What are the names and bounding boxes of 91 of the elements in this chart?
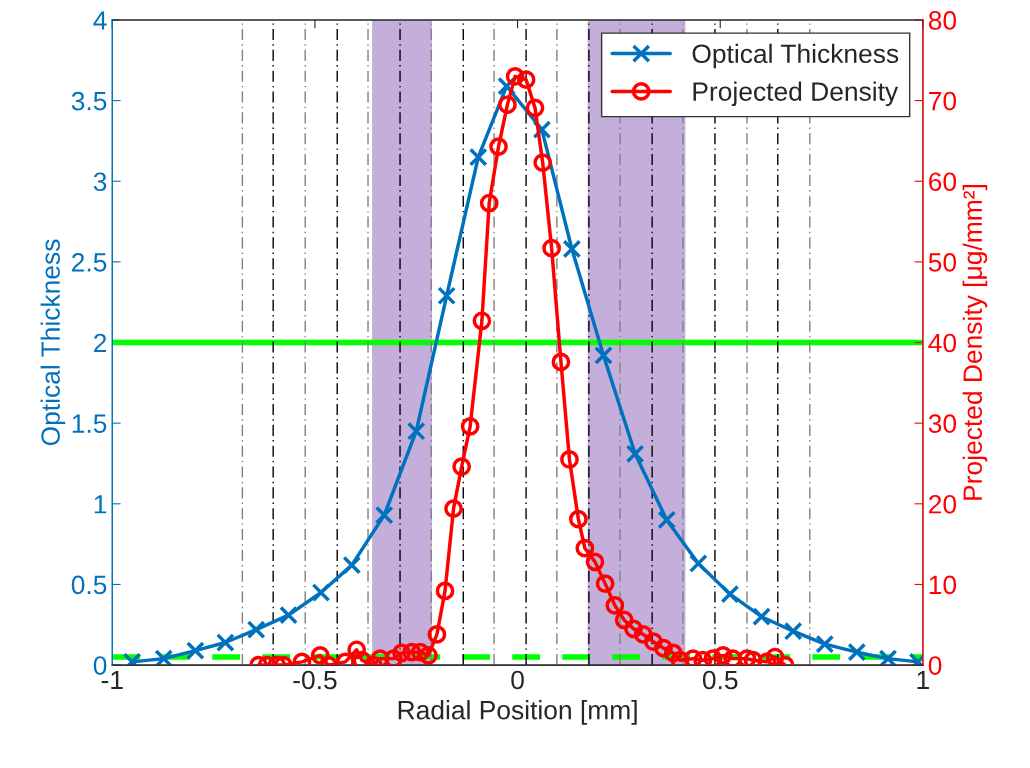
x-tick-label: 0.5 bbox=[702, 670, 738, 690]
point bbox=[595, 574, 615, 594]
point bbox=[419, 646, 438, 665]
point bbox=[406, 421, 426, 441]
point bbox=[516, 70, 536, 90]
point bbox=[551, 352, 571, 372]
point bbox=[427, 625, 447, 644]
point bbox=[452, 457, 472, 477]
point bbox=[720, 584, 740, 604]
y2-tick-label: 10 bbox=[929, 575, 957, 595]
y2-tick-label: 30 bbox=[928, 414, 957, 433]
point bbox=[847, 642, 867, 662]
legend-label: Projected Density bbox=[693, 81, 899, 107]
point bbox=[185, 641, 205, 660]
point bbox=[663, 643, 683, 663]
x-tick-label: -0.5 bbox=[293, 670, 337, 690]
point bbox=[605, 596, 625, 615]
point bbox=[614, 610, 634, 630]
point bbox=[311, 583, 331, 602]
point bbox=[654, 638, 673, 658]
point bbox=[683, 649, 703, 666]
y-tick-label: 3 bbox=[93, 172, 107, 192]
x-tick-label: 1 bbox=[917, 670, 929, 690]
x-axis-title: Radial Position [mm] bbox=[398, 700, 637, 725]
y2-tick-label: 80 bbox=[928, 11, 957, 30]
y2-tick-label: 40 bbox=[928, 333, 957, 353]
point bbox=[625, 444, 645, 464]
point bbox=[472, 311, 492, 331]
point bbox=[505, 67, 525, 86]
point bbox=[444, 499, 463, 519]
y-tick-label: 1 bbox=[94, 495, 107, 514]
y2-tick-label: 60 bbox=[929, 172, 957, 192]
point bbox=[752, 607, 771, 627]
point bbox=[437, 286, 457, 306]
point bbox=[693, 650, 713, 666]
point bbox=[594, 346, 613, 365]
point bbox=[489, 137, 508, 156]
y-tick-label: 2.5 bbox=[72, 253, 107, 272]
y-tick-label: 4 bbox=[93, 11, 107, 30]
point bbox=[374, 505, 394, 525]
point bbox=[392, 643, 412, 663]
point bbox=[435, 581, 455, 601]
point bbox=[633, 625, 653, 644]
point bbox=[246, 620, 266, 639]
point bbox=[743, 650, 763, 666]
point bbox=[765, 647, 785, 666]
point bbox=[562, 239, 582, 259]
y-tick-label: 2 bbox=[94, 333, 107, 353]
point bbox=[657, 510, 677, 530]
point bbox=[624, 619, 643, 639]
legend-label: Optical Thickness bbox=[692, 43, 899, 69]
point bbox=[410, 642, 430, 662]
point bbox=[370, 649, 390, 666]
y-tick-label: 1.5 bbox=[72, 414, 107, 433]
point bbox=[154, 649, 174, 666]
point bbox=[783, 621, 803, 641]
point bbox=[384, 649, 403, 666]
y2-axis-title: Projected Density [μg/mm²] bbox=[962, 185, 988, 500]
point bbox=[723, 649, 743, 666]
point bbox=[498, 95, 517, 115]
point bbox=[688, 554, 708, 573]
point bbox=[815, 634, 835, 654]
point bbox=[643, 632, 663, 652]
point bbox=[713, 646, 733, 665]
point bbox=[585, 552, 605, 572]
point bbox=[525, 98, 545, 118]
y2-tick-label: 50 bbox=[928, 253, 957, 272]
y-tick-label: 0.5 bbox=[71, 575, 107, 595]
y2-tick-label: 70 bbox=[929, 91, 957, 111]
point bbox=[703, 649, 723, 666]
x-tick-label: 0 bbox=[511, 670, 524, 690]
point bbox=[310, 646, 330, 665]
point bbox=[575, 538, 595, 558]
y-tick-label: 3.5 bbox=[71, 91, 107, 111]
point bbox=[342, 555, 362, 575]
point bbox=[568, 509, 588, 529]
point bbox=[402, 642, 422, 662]
y2-tick-label: 20 bbox=[929, 494, 957, 514]
point bbox=[215, 633, 235, 652]
y2-tick-label: 0 bbox=[928, 656, 942, 675]
point bbox=[737, 649, 757, 666]
point bbox=[479, 193, 499, 213]
point bbox=[279, 605, 298, 625]
point bbox=[878, 649, 898, 666]
point bbox=[560, 450, 579, 469]
point bbox=[542, 238, 561, 258]
point bbox=[347, 640, 367, 660]
y-axis-title: Optical Thickness bbox=[40, 239, 66, 446]
point bbox=[468, 147, 488, 167]
point bbox=[533, 153, 553, 173]
point bbox=[460, 417, 480, 436]
